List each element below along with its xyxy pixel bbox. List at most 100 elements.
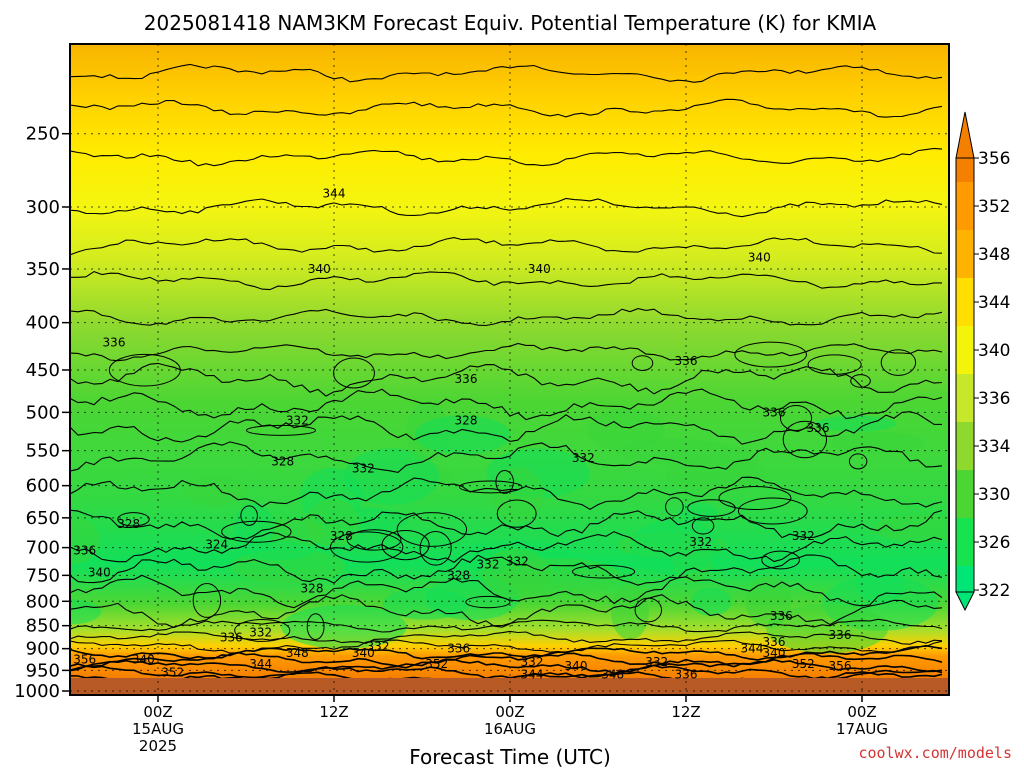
contour-loop xyxy=(850,374,871,388)
contour-loop xyxy=(495,470,514,494)
contour-line xyxy=(70,411,943,445)
contour-label: 340 xyxy=(565,659,588,673)
contour-label: 344 xyxy=(521,668,544,682)
contour-loop xyxy=(458,480,523,494)
contour-line xyxy=(70,594,943,629)
contour-label: 340 xyxy=(528,262,551,276)
contour-label: 328 xyxy=(455,413,478,427)
moist-patch xyxy=(816,415,897,432)
contour-label: 356 xyxy=(829,659,852,673)
contour-label: 348 xyxy=(601,668,624,682)
contour-loop xyxy=(306,613,325,640)
contour-loop xyxy=(848,453,868,470)
contour-label: 348 xyxy=(286,646,309,660)
contour-loop xyxy=(108,353,181,387)
contour-line xyxy=(70,618,943,633)
contour-loop xyxy=(419,530,452,566)
contour-loop xyxy=(634,597,663,623)
y-tick-label: 1000 xyxy=(14,681,60,702)
contour-loop xyxy=(782,420,828,459)
contour-line xyxy=(70,476,943,510)
contour-loop xyxy=(346,529,402,551)
contour-loop xyxy=(571,564,636,579)
y-tick-label: 600 xyxy=(26,476,60,497)
credit-text: coolwx.com/models xyxy=(858,744,1012,762)
contour-line xyxy=(70,441,943,473)
x-tick-label: 00Z xyxy=(495,703,524,721)
contour-line xyxy=(70,270,942,291)
contour-label: 336 xyxy=(220,630,243,644)
contour-loop xyxy=(665,497,684,517)
contour-label: 352 xyxy=(425,657,448,671)
contour-label: 332 xyxy=(689,535,712,549)
moist-patch xyxy=(490,466,544,523)
colorbar-tick-label: 330 xyxy=(978,485,1010,505)
contour-label: 332 xyxy=(645,655,668,669)
contour-loop xyxy=(761,550,800,570)
contour-label: 332 xyxy=(506,555,529,569)
contour-line xyxy=(70,342,943,362)
moist-patch xyxy=(481,548,550,598)
colorbar-segment xyxy=(956,158,974,182)
moist-patch xyxy=(382,588,470,620)
contour-loop xyxy=(234,618,291,642)
contour-loop xyxy=(687,499,736,517)
contour-line xyxy=(70,197,943,218)
moist-patch xyxy=(239,540,315,561)
contour-label: 332 xyxy=(572,451,595,465)
contour-line xyxy=(70,639,943,654)
contour-label: 332 xyxy=(477,557,500,571)
contour-label: 340 xyxy=(308,262,331,276)
contour-label: 352 xyxy=(161,665,184,679)
y-tick-label: 850 xyxy=(26,616,60,637)
contour-label: 336 xyxy=(807,421,830,435)
colorbar-tick-label: 348 xyxy=(978,245,1010,265)
contour-line xyxy=(70,63,943,83)
colorbar-tick-label: 352 xyxy=(978,197,1010,217)
y-tick-label: 500 xyxy=(26,402,60,423)
contour-loop xyxy=(396,512,468,547)
y-tick-label: 750 xyxy=(26,565,60,586)
colorbar: 322 326 330 334 336 340 344 348 352 356 xyxy=(955,111,1010,612)
x-tick-label: 15AUG xyxy=(132,720,184,738)
contour-label: 328 xyxy=(271,454,294,468)
contour-label: 340 xyxy=(748,250,771,264)
contour-label: 332 xyxy=(249,626,272,640)
contour-label: 336 xyxy=(763,405,786,419)
y-tick-label: 900 xyxy=(26,639,60,660)
y-tick-label: 350 xyxy=(26,259,60,280)
contour-loop xyxy=(333,357,375,389)
x-tick-label: 00Z xyxy=(847,703,876,721)
colorbar-tick-label: 326 xyxy=(978,533,1010,553)
contour-loop xyxy=(779,405,813,431)
contour-label: 332 xyxy=(792,529,815,543)
x-tick-label: 12Z xyxy=(671,703,700,721)
colorbar-segment xyxy=(956,278,974,326)
moist-patch xyxy=(281,605,407,649)
y-tick-label: 450 xyxy=(26,360,60,381)
moist-patch xyxy=(610,584,649,640)
colorbar-segment xyxy=(956,374,974,422)
contour-line xyxy=(70,147,943,167)
contour-lines xyxy=(70,63,943,686)
contour-line xyxy=(70,362,943,397)
contour-label: 332 xyxy=(367,639,390,653)
colorbar-segment xyxy=(956,422,974,470)
moist-patch xyxy=(690,587,732,616)
colorbar-segment xyxy=(956,518,974,566)
moist-patch xyxy=(70,599,102,625)
moist-patch xyxy=(343,448,440,505)
contour-line xyxy=(70,98,943,118)
moist-patch xyxy=(233,503,275,554)
contour-line xyxy=(70,237,943,256)
contour-loop xyxy=(496,499,537,528)
x-tick-label: 12Z xyxy=(319,703,348,721)
contour-loop xyxy=(381,530,430,561)
contour-line xyxy=(70,664,943,680)
moist-patch xyxy=(872,514,949,543)
colorbar-tick-label: 356 xyxy=(978,149,1010,169)
